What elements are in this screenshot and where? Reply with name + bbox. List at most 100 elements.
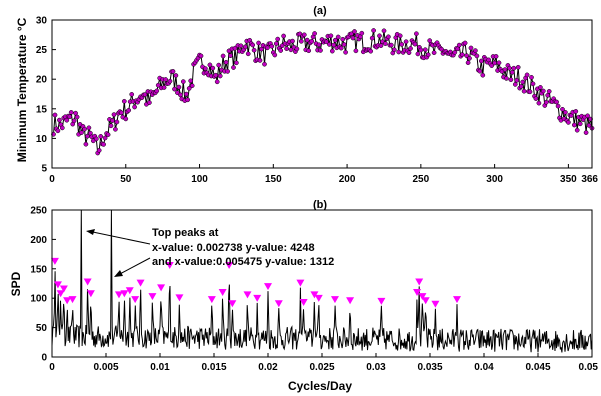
- panel-a-point: [220, 53, 226, 59]
- panel-b-peak-marker: [83, 278, 92, 286]
- panel-b-peak-marker: [228, 300, 237, 308]
- panel-a-point: [67, 114, 73, 120]
- panel-a-point: [545, 92, 551, 98]
- panel-a-point: [225, 69, 230, 74]
- panel-a-point: [412, 41, 418, 47]
- panel-a-point: [477, 68, 483, 74]
- panel-a-point: [71, 118, 77, 124]
- panel-a-point: [425, 52, 431, 58]
- panel-a-point: [530, 81, 536, 87]
- panel-a-point: [178, 92, 183, 98]
- panel-a-point: [210, 65, 216, 71]
- panel-a-ytick-label: 5: [41, 164, 47, 175]
- panel-a-point: [512, 82, 518, 87]
- panel-a-point: [352, 29, 357, 34]
- panel-a-point: [281, 33, 286, 39]
- panel-a-point: [527, 89, 533, 95]
- panel-b-peak-marker: [346, 297, 355, 305]
- annotation-arrowhead-2: [114, 270, 123, 277]
- panel-a-point: [118, 110, 124, 116]
- panel-a-point: [316, 42, 322, 48]
- panel-a-point: [377, 33, 382, 39]
- panel-b-xtick-label: 0.025: [309, 362, 334, 373]
- panel-a-point: [511, 65, 517, 71]
- panel-a-point: [79, 130, 84, 135]
- panel-a-point: [335, 34, 341, 40]
- panel-a-point: [399, 42, 405, 47]
- panel-a-point: [142, 92, 148, 97]
- panel-a-point: [245, 51, 251, 57]
- panel-a-point: [371, 28, 376, 33]
- panel-a-point: [327, 42, 332, 47]
- panel-b-peak-marker: [120, 290, 129, 298]
- panel-b-peak-marker: [53, 281, 62, 289]
- panel-a-point: [521, 88, 527, 94]
- panel-a-point: [257, 58, 263, 63]
- panel-b-peak-marker: [330, 296, 339, 304]
- panel-a-point: [350, 35, 356, 41]
- panel-a-xtick-label: 0: [49, 174, 55, 185]
- panel-a-point: [272, 52, 278, 58]
- panel-b-peak-marker: [63, 297, 72, 305]
- panel-a-point: [57, 117, 62, 123]
- panel-a-point: [369, 35, 375, 41]
- panel-a-point: [110, 118, 115, 123]
- panel-b-xtick-label: 0.01: [150, 362, 170, 373]
- panel-a-point: [406, 50, 412, 56]
- panel-a-point: [439, 46, 444, 52]
- panel-a-point: [198, 53, 204, 59]
- panel-a-point: [583, 130, 589, 135]
- panel-b-peak-marker: [131, 296, 140, 304]
- panel-b-peak-marker: [253, 294, 262, 302]
- panel-a-point: [101, 142, 106, 147]
- panel-a-point: [163, 77, 168, 82]
- panel-a-point: [560, 106, 565, 112]
- panel-a-point: [85, 133, 90, 139]
- panel-a-point: [265, 45, 270, 51]
- panel-b-peak-marker: [413, 289, 422, 297]
- panel-a-point: [306, 48, 312, 54]
- panel-a-point: [507, 65, 512, 71]
- panel-a-xtick-label: 150: [265, 174, 282, 185]
- panel-a-point: [462, 40, 468, 46]
- panel-a-point: [318, 48, 323, 53]
- panel-a-point: [82, 126, 87, 132]
- panel-a-point: [331, 42, 337, 48]
- panel-a-point: [467, 55, 472, 61]
- panel-a-title: (a): [313, 5, 327, 17]
- panel-a-point: [378, 43, 384, 48]
- panel-a-point: [216, 62, 222, 68]
- panel-a-point: [329, 48, 335, 54]
- panel-a-x-ticks: 0 50 100 150 200 250 300 350 366: [49, 164, 598, 185]
- panel-b-peak-marker: [68, 296, 77, 304]
- panel-a-point: [465, 60, 471, 66]
- annotation-line-2: x-value: 0.002738 y-value: 4248: [152, 242, 315, 254]
- panel-b-peak-marker: [418, 293, 427, 301]
- panel-b-frame: [51, 209, 593, 358]
- panel-b-xtick-label: 0.03: [366, 362, 386, 373]
- panel-a-point: [121, 98, 127, 104]
- panel-a-point: [555, 103, 561, 109]
- panel-a-point: [213, 72, 219, 78]
- panel-a-point: [509, 69, 515, 75]
- panel-a-point: [231, 65, 236, 70]
- panel-a-point: [256, 40, 261, 46]
- panel-b-peak-marker: [50, 257, 59, 265]
- panel-a-point: [59, 125, 65, 131]
- panel-b-title: (b): [313, 199, 327, 211]
- panel-a-point: [304, 37, 310, 43]
- panel-a-xtick-label: 50: [120, 174, 132, 185]
- panel-a-point: [176, 84, 182, 90]
- panel-a-point: [468, 45, 474, 51]
- panel-a-point: [480, 72, 486, 78]
- panel-a-xtick-label: 366: [581, 174, 598, 185]
- panel-a-point: [524, 72, 530, 78]
- panel-a-ytick-label: 10: [36, 134, 48, 145]
- panel-a-point: [359, 30, 365, 36]
- panel-a-point: [543, 99, 549, 105]
- panel-a-point: [464, 53, 469, 58]
- annotation-arrow-1: [87, 230, 151, 245]
- panel-a-point: [275, 36, 281, 42]
- panel-a-point: [403, 39, 409, 45]
- panel-a-point: [203, 66, 208, 71]
